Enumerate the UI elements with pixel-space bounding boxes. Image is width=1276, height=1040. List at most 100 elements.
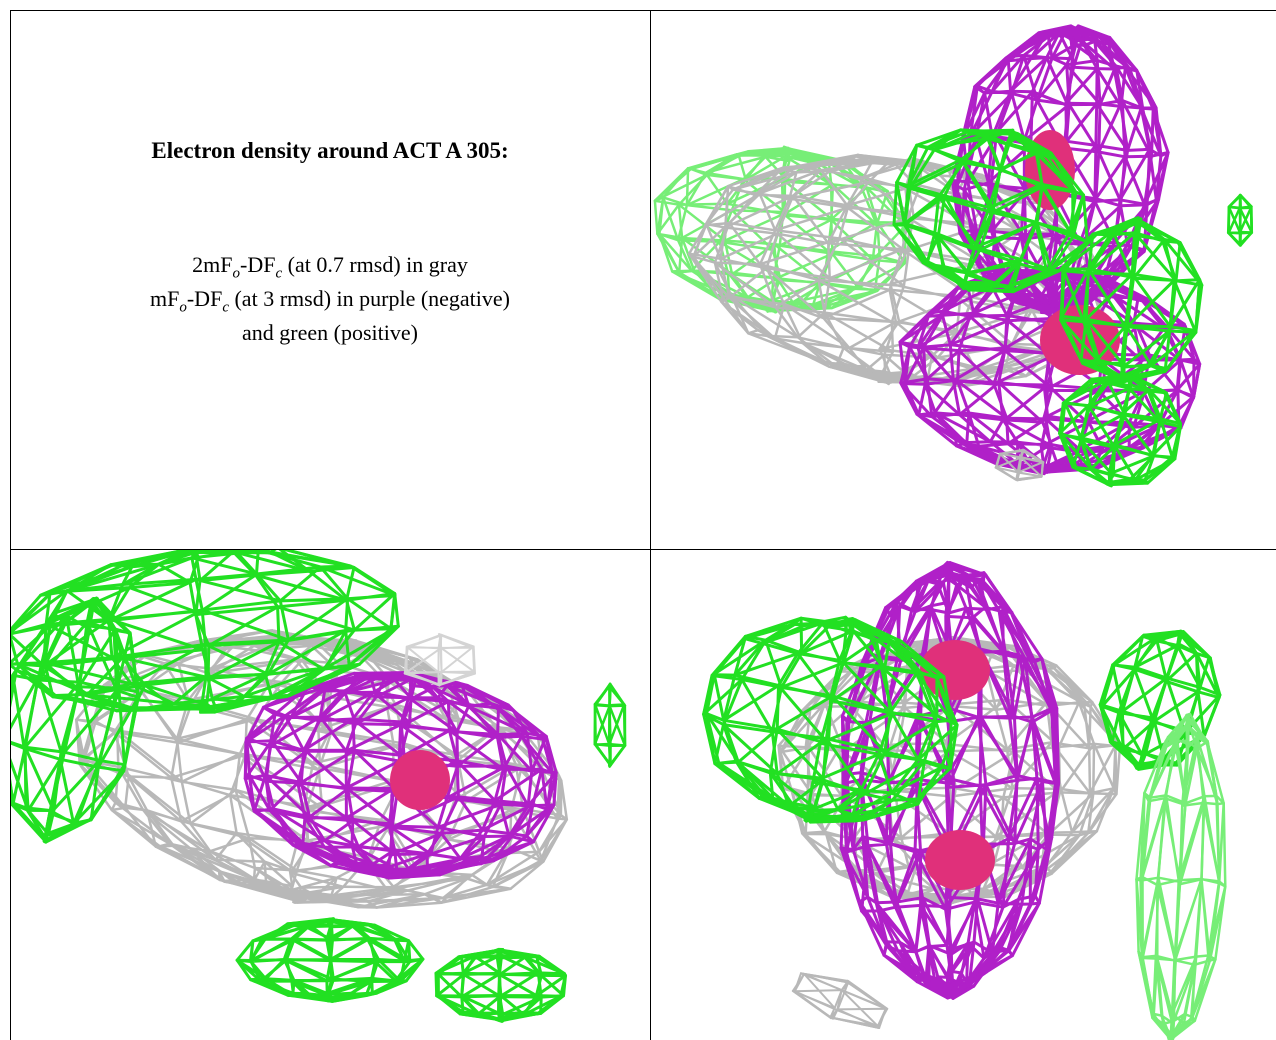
caption-line: and green (positive) xyxy=(10,320,650,346)
mesh-line xyxy=(1040,268,1059,474)
mesh-line xyxy=(594,682,627,707)
mesh-line xyxy=(839,835,1054,913)
mesh-line xyxy=(458,1010,539,1023)
mesh-line xyxy=(800,972,889,1010)
mesh-line xyxy=(791,989,881,1029)
subscript: c xyxy=(275,265,283,282)
subscript: c xyxy=(222,299,229,316)
mesh-line xyxy=(808,623,892,822)
mesh-line xyxy=(286,991,379,1003)
mesh-line xyxy=(791,616,903,643)
mesh-line xyxy=(235,957,425,983)
mesh-line xyxy=(768,619,849,819)
mesh-line xyxy=(887,571,1014,620)
atom xyxy=(925,830,995,890)
mesh-line xyxy=(906,143,1085,239)
mesh-line xyxy=(734,146,847,165)
mesh-line xyxy=(717,759,920,822)
mesh-line xyxy=(705,712,943,801)
caption-text: -DF xyxy=(240,252,276,277)
mesh-line xyxy=(39,550,352,597)
caption-text: -DF xyxy=(186,286,223,311)
mesh-line xyxy=(1142,629,1212,660)
mesh-line xyxy=(191,550,290,714)
mesh-line xyxy=(188,550,212,710)
mesh-line xyxy=(858,896,1041,960)
mesh-line xyxy=(1093,373,1166,393)
mesh-line xyxy=(1165,713,1209,749)
mesh-line xyxy=(958,229,1146,285)
caption-text: (at 3 rmsd) in purple (negative) xyxy=(228,286,510,311)
mesh-line xyxy=(1075,467,1149,487)
mesh-line xyxy=(244,712,554,775)
mesh-layer xyxy=(11,24,1254,1040)
mesh-line xyxy=(406,633,474,649)
mesh-line xyxy=(914,560,988,589)
caption-line: mFo-DFc (at 3 rmsd) in purple (negative) xyxy=(10,286,650,316)
mesh-line xyxy=(1058,401,1182,459)
mesh-line xyxy=(260,923,398,942)
mesh-line xyxy=(702,673,959,770)
caption-text: mF xyxy=(150,286,180,311)
mesh-line xyxy=(1226,231,1253,247)
mesh-line xyxy=(653,167,904,227)
mesh-line xyxy=(11,565,397,634)
caption-line: 2mFo-DFc (at 0.7 rmsd) in gray xyxy=(10,252,650,282)
mesh-line xyxy=(1147,735,1219,806)
caption-text: 2mF xyxy=(192,252,233,277)
mesh-line xyxy=(999,448,1044,464)
mesh-line xyxy=(1035,24,1112,47)
mesh-line xyxy=(291,843,489,877)
mesh-line xyxy=(806,624,855,820)
mesh-line xyxy=(743,616,946,679)
mesh-line xyxy=(1061,229,1204,287)
mesh-line xyxy=(11,745,126,825)
mesh-line xyxy=(917,970,988,1000)
mesh-line xyxy=(457,948,541,960)
mesh-line xyxy=(967,128,1053,159)
mesh-line xyxy=(286,917,373,928)
mesh-line xyxy=(812,357,952,386)
mesh-line xyxy=(395,673,460,879)
mesh-line xyxy=(1151,1012,1197,1040)
mesh-line xyxy=(1108,740,1177,769)
mesh-line xyxy=(895,180,1089,273)
mesh-line xyxy=(1061,377,1182,425)
subscript: o xyxy=(179,299,187,316)
subscript: o xyxy=(232,265,241,282)
mesh-line xyxy=(1095,217,1179,243)
mesh-line xyxy=(91,683,563,820)
mesh-line xyxy=(115,693,292,714)
mesh-line xyxy=(111,550,271,567)
mesh-line xyxy=(217,870,368,909)
caption-title: Electron density around ACT A 305: xyxy=(151,138,509,163)
mesh-line xyxy=(190,551,208,713)
mesh-line xyxy=(921,261,1015,294)
mesh-line xyxy=(435,971,567,999)
mesh-line xyxy=(594,743,627,768)
mesh-line xyxy=(789,787,1115,840)
mesh-line xyxy=(249,976,408,998)
mesh-line xyxy=(882,940,1014,989)
render-panel xyxy=(11,550,627,1023)
render-panel xyxy=(653,24,1254,488)
mesh-line xyxy=(892,222,1061,293)
mesh-line xyxy=(926,128,1078,194)
mesh-line xyxy=(158,844,438,909)
mesh-line xyxy=(78,763,545,889)
mesh-line xyxy=(249,936,412,964)
atom xyxy=(390,750,450,810)
caption-cell: Electron density around ACT A 305: 2mFo-… xyxy=(10,10,650,549)
mesh-line xyxy=(11,801,92,843)
mesh-line xyxy=(110,808,512,904)
caption-text: (at 0.7 rmsd) in gray xyxy=(282,252,468,277)
mesh-line xyxy=(841,706,1059,789)
mesh-line xyxy=(1042,269,1058,468)
mesh-line xyxy=(48,596,131,635)
mesh-line xyxy=(346,671,415,877)
mesh-line xyxy=(11,673,140,769)
mesh-line xyxy=(1139,791,1225,885)
mesh-line xyxy=(722,615,846,821)
